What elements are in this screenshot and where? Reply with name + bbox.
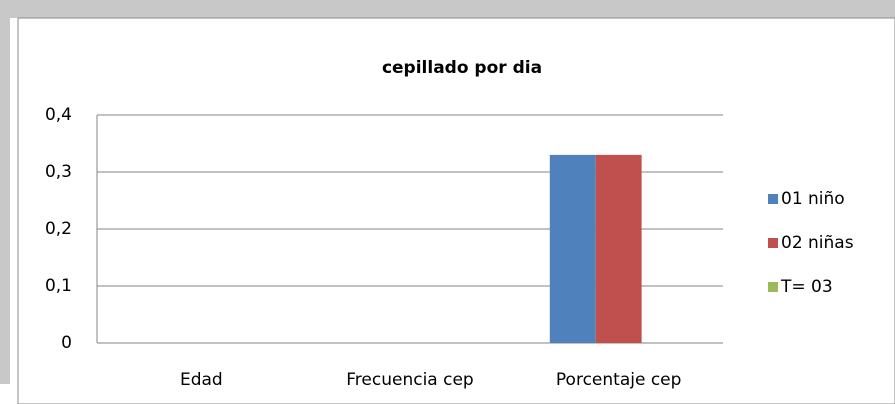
legend-label: 01 niño <box>781 189 845 209</box>
legend-label: T= 03 <box>780 277 833 297</box>
bar <box>595 154 642 343</box>
y-tick-label: 0,2 <box>45 219 72 239</box>
frame-top <box>0 0 895 18</box>
x-tick-label: Frecuencia cep <box>346 370 473 390</box>
chart-title: cepillado por dia <box>382 58 542 78</box>
x-tick-label: Porcentaje cep <box>556 370 682 390</box>
legend-label: 02 niñas <box>781 233 854 253</box>
legend-swatch <box>768 282 778 292</box>
y-tick-label: 0,1 <box>45 276 72 296</box>
y-tick-label: 0,4 <box>45 105 72 125</box>
y-tick-label: 0,3 <box>45 162 72 182</box>
frame-left <box>0 0 10 384</box>
x-tick-label: Edad <box>180 370 223 390</box>
legend-swatch <box>768 238 778 248</box>
chart-area <box>17 17 895 404</box>
bar <box>549 154 596 343</box>
y-tick-label: 0 <box>61 333 72 353</box>
legend-swatch <box>768 194 778 204</box>
